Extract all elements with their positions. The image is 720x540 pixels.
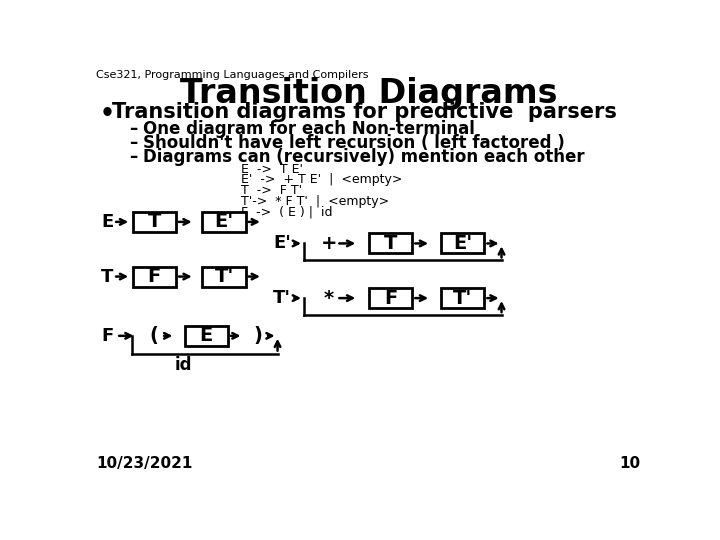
Text: Shouldn't have left recursion ( left factored ): Shouldn't have left recursion ( left fac… xyxy=(143,134,564,152)
Text: T  ->  F T': T -> F T' xyxy=(241,184,302,197)
Text: F: F xyxy=(101,327,113,345)
FancyBboxPatch shape xyxy=(369,233,413,253)
Text: F: F xyxy=(148,267,161,286)
Text: T'->  * F T'  |  <empty>: T'-> * F T' | <empty> xyxy=(241,195,390,208)
Text: One diagram for each Non-terminal: One diagram for each Non-terminal xyxy=(143,120,474,138)
FancyBboxPatch shape xyxy=(202,212,246,232)
FancyBboxPatch shape xyxy=(132,267,176,287)
Text: T': T' xyxy=(453,288,472,308)
Text: T: T xyxy=(101,267,113,286)
Text: +: + xyxy=(320,234,337,253)
Text: E'  ->  + T E'  |  <empty>: E' -> + T E' | <empty> xyxy=(241,173,402,186)
Text: 10/23/2021: 10/23/2021 xyxy=(96,456,192,471)
Text: E: E xyxy=(199,326,213,346)
Text: 10: 10 xyxy=(619,456,640,471)
Text: E': E' xyxy=(215,212,234,231)
Text: E': E' xyxy=(274,234,291,252)
Text: •: • xyxy=(99,102,114,126)
Text: T: T xyxy=(148,212,161,231)
Text: id: id xyxy=(174,356,192,374)
FancyBboxPatch shape xyxy=(202,267,246,287)
Text: E  ->  T E': E -> T E' xyxy=(241,163,303,176)
Text: T: T xyxy=(384,234,397,253)
FancyBboxPatch shape xyxy=(441,233,485,253)
Text: Cse321, Programming Languages and Compilers: Cse321, Programming Languages and Compil… xyxy=(96,70,369,80)
Text: –: – xyxy=(129,120,137,138)
Text: –: – xyxy=(129,134,137,152)
Text: F  ->  ( E ) |  id: F -> ( E ) | id xyxy=(241,206,333,219)
Text: ): ) xyxy=(253,326,262,346)
Text: E': E' xyxy=(453,234,472,253)
Text: (: ( xyxy=(149,326,158,346)
Text: Diagrams can (recursively) mention each other: Diagrams can (recursively) mention each … xyxy=(143,148,585,166)
FancyBboxPatch shape xyxy=(441,288,485,308)
Text: Transition diagrams for predictive  parsers: Transition diagrams for predictive parse… xyxy=(112,102,616,122)
Text: T': T' xyxy=(273,289,291,307)
Text: E: E xyxy=(101,213,113,231)
Text: Transition Diagrams: Transition Diagrams xyxy=(180,77,558,110)
FancyBboxPatch shape xyxy=(369,288,413,308)
FancyBboxPatch shape xyxy=(184,326,228,346)
Text: F: F xyxy=(384,288,397,308)
FancyBboxPatch shape xyxy=(132,212,176,232)
Text: T': T' xyxy=(215,267,234,286)
Text: *: * xyxy=(323,288,334,308)
Text: –: – xyxy=(129,148,137,166)
